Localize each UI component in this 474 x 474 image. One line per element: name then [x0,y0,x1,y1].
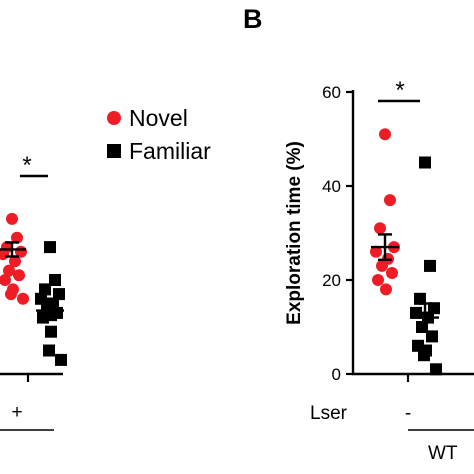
novel-point [370,245,382,258]
novel-point [13,269,25,282]
familiar-point [428,302,440,315]
novel-point [5,288,17,301]
familiar-point [426,330,438,343]
y-tick-label: 20 [322,271,341,290]
significance-star: * [22,152,31,179]
right-panel-y-axis-label: Exploration time (%) [284,141,305,325]
familiar-point [51,306,63,319]
y-tick-label: 40 [322,177,341,196]
novel-point [11,231,23,244]
novel-point [0,274,11,286]
significance-star: * [395,77,404,104]
familiar-point [44,241,56,254]
familiar-point [410,306,422,319]
legend-familiar-marker [107,144,121,158]
novel-point [3,264,15,277]
familiar-point [37,311,49,324]
familiar-point [418,349,430,362]
legend-familiar-label: Familiar [129,138,211,164]
panel-label: B [243,4,263,34]
y-tick-label: 0 [332,365,341,384]
novel-point [374,222,386,235]
novel-point [376,259,388,272]
legend-novel-marker [107,111,121,125]
novel-point [379,128,391,141]
familiar-point [45,325,57,338]
lser-row-label: Lser [310,403,348,424]
novel-point [9,255,21,268]
novel-point [17,292,29,305]
familiar-point [419,156,431,169]
novel-point [372,274,384,286]
group-label-wt: WT [428,443,458,464]
novel-point [6,212,18,225]
novel-point [380,283,392,296]
familiar-point [43,344,55,357]
familiar-point [39,283,51,296]
familiar-point [55,353,67,366]
left-panel-lser-plus: + [11,402,22,423]
familiar-point [430,363,442,376]
right-panel-lser-minus: - [405,403,411,424]
familiar-point [424,259,436,272]
familiar-point [49,274,61,286]
familiar-point [53,288,65,301]
novel-point [386,266,398,279]
y-tick-label: 60 [322,83,341,102]
plot-marks: * 0 20 40 60 * [0,77,442,384]
familiar-point [414,292,426,305]
legend: Novel Familiar [107,105,211,164]
novel-point [384,194,396,207]
legend-novel-label: Novel [129,105,188,131]
